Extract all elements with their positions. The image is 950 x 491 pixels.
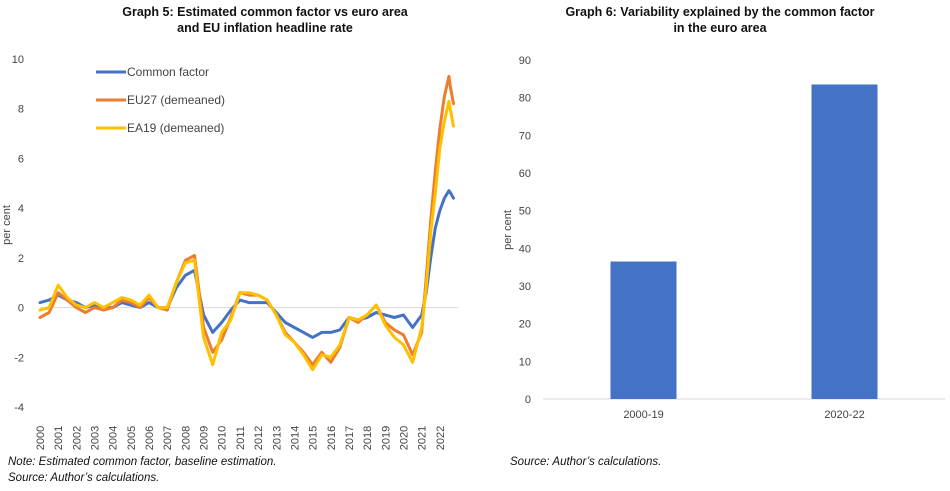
graph5-x-tick-label: 2017	[344, 426, 356, 450]
graph5-x-tick-label: 2003	[90, 426, 102, 450]
graph5-legend-label: EA19 (demeaned)	[127, 121, 224, 135]
graph6-y-tick-label: 70	[519, 130, 531, 142]
graph5-x-tick-label: 2019	[380, 426, 392, 450]
graph5-y-tick-label: 0	[18, 303, 24, 315]
graph6-y-tick-label: 80	[519, 93, 531, 105]
graph5-x-tick-label: 2013	[271, 426, 283, 450]
graph6-x-tick-label: 2020-22	[824, 409, 864, 421]
graph5-x-tick-label: 2018	[362, 426, 374, 450]
graph5-x-tick-label: 2009	[199, 426, 211, 450]
graph6-y-tick-label: 50	[519, 206, 531, 218]
graph5-title-line2: and EU inflation headline rate	[177, 21, 353, 35]
graph6-title-line2: in the euro area	[673, 21, 767, 35]
graph5-x-tick-label: 2011	[235, 426, 247, 450]
graph5-y-tick-label: 6	[18, 153, 24, 165]
graph5-x-tick-label: 2016	[326, 426, 338, 450]
graph5-y-axis-label: per cent	[1, 205, 13, 245]
graph5-x-tick-label: 2004	[108, 426, 120, 450]
graph6-x-tick-label: 2000-19	[623, 409, 663, 421]
graph5-x-tick-label: 2014	[289, 426, 301, 450]
graph5-x-tick-label: 2001	[53, 426, 65, 450]
graph5-y-tick-label: -2	[14, 352, 24, 364]
graph5-title: Graph 5: Estimated common factor vs euro…	[40, 4, 490, 36]
graph6-y-tick-label: 20	[519, 319, 531, 331]
graph6-source: Source: Author’s calculations.	[510, 456, 662, 468]
graph6-y-tick-label: 30	[519, 281, 531, 293]
graph5-y-tick-label: 4	[18, 203, 24, 215]
graph5-x-tick-label: 2012	[253, 426, 265, 450]
graph6-y-tick-label: 60	[519, 168, 531, 180]
graph5-x-tick-label: 2021	[417, 426, 429, 450]
graph5-x-tick-label: 2010	[217, 426, 229, 450]
graph5-x-tick-label: 2000	[35, 426, 47, 450]
graph6-y-axis-label: per cent	[502, 210, 514, 250]
graph5-legend-label: EU27 (demeaned)	[127, 93, 225, 107]
graph5-x-tick-label: 2008	[180, 426, 192, 450]
graph6-bar	[811, 84, 878, 399]
graph5-y-tick-label: 8	[18, 104, 24, 116]
graph5-x-tick-label: 2020	[398, 426, 410, 450]
graph6-y-tick-label: 90	[519, 55, 531, 67]
graph5-y-tick-label: 2	[18, 253, 24, 265]
graph5-source: Source: Author’s calculations.	[8, 472, 160, 484]
graph6-title-line1: Graph 6: Variability explained by the co…	[565, 5, 875, 19]
graph5-y-tick-label: -4	[14, 402, 24, 414]
graph6-title: Graph 6: Variability explained by the co…	[500, 4, 940, 36]
graph6-bar	[610, 261, 677, 399]
graph5-series-line	[38, 74, 455, 367]
graph5-x-tick-label: 2007	[162, 426, 174, 450]
graph5-series-line	[38, 99, 455, 372]
graph5-x-tick-label: 2015	[308, 426, 320, 450]
graph5-x-tick-label: 2002	[71, 426, 83, 450]
graph6-y-tick-label: 40	[519, 243, 531, 255]
graph5-legend-label: Common factor	[127, 65, 209, 79]
graph5-y-tick-label: 10	[12, 54, 24, 66]
graph5-note: Note: Estimated common factor, baseline …	[8, 456, 277, 468]
graph5-x-tick-label: 2005	[126, 426, 138, 450]
graph5-title-line1: Graph 5: Estimated common factor vs euro…	[122, 5, 408, 19]
graph5-series-line	[38, 189, 455, 339]
graph6-y-tick-label: 0	[525, 394, 531, 406]
graph6-y-tick-label: 10	[519, 356, 531, 368]
graph5-x-tick-label: 2006	[144, 426, 156, 450]
graph5-x-tick-label: 2022	[435, 426, 447, 450]
